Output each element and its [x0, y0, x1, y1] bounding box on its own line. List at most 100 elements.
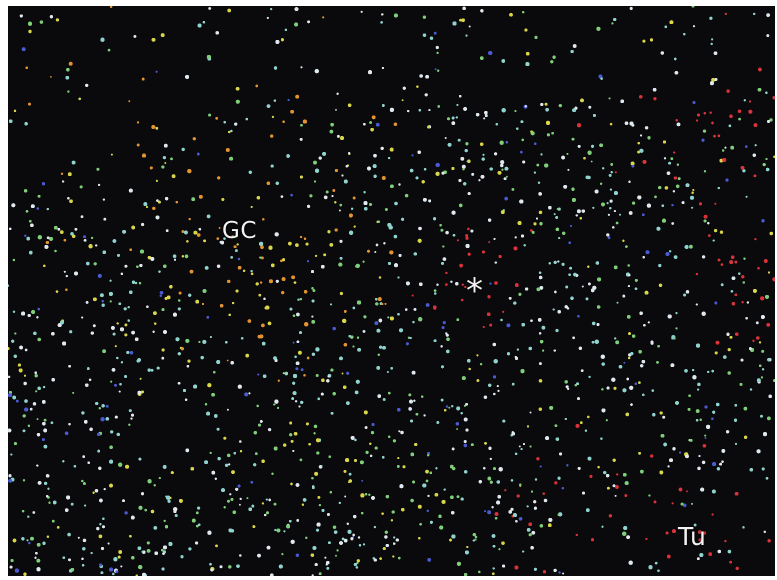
cell-dot: [227, 8, 232, 13]
cell-dot: [671, 222, 675, 225]
cell-dot: [479, 362, 483, 366]
cell-dot: [675, 184, 680, 189]
cell-dot: [702, 531, 707, 535]
cell-dot: [623, 361, 626, 364]
cell-dot: [339, 291, 343, 296]
cell-dot: [538, 407, 542, 411]
cell-dot: [341, 174, 344, 177]
cell-dot: [332, 525, 337, 530]
cell-dot: [297, 350, 302, 355]
cell-dot: [171, 174, 176, 179]
cell-dot: [392, 555, 395, 558]
cell-dot: [297, 298, 300, 301]
cell-dot: [209, 562, 212, 566]
cell-dot: [615, 221, 619, 225]
cell-dot: [536, 163, 540, 167]
cell-dot: [282, 372, 285, 375]
cell-dot: [381, 176, 386, 180]
cell-dot: [311, 574, 314, 576]
cell-dot: [576, 209, 581, 214]
cell-dot: [313, 424, 318, 429]
cell-dot: [69, 330, 73, 334]
cell-dot: [299, 297, 303, 301]
cell-dot: [500, 210, 505, 215]
cell-dot: [629, 6, 633, 11]
cell-dot: [362, 543, 366, 546]
cell-dot: [581, 285, 584, 288]
cell-dot: [590, 160, 593, 163]
cell-dot: [378, 276, 382, 279]
cell-dot: [691, 502, 693, 505]
cell-dot: [67, 90, 70, 93]
cell-dot: [711, 38, 714, 41]
cell-dot: [660, 51, 665, 55]
cell-dot: [564, 380, 568, 384]
cell-dot: [658, 263, 662, 268]
cell-dot: [444, 136, 447, 140]
cell-dot: [56, 526, 60, 529]
cell-dot: [374, 321, 379, 326]
cell-dot: [442, 257, 447, 261]
cell-dot: [644, 126, 649, 130]
cell-dot: [36, 418, 39, 421]
cell-dot: [163, 519, 166, 523]
cell-dot: [246, 497, 249, 500]
cell-dot: [753, 123, 758, 128]
cell-dot: [208, 6, 212, 10]
cell-dot: [709, 16, 713, 20]
cell-dot: [557, 207, 561, 211]
cell-dot: [102, 349, 107, 354]
cell-dot: [300, 66, 303, 69]
cell-dot: [470, 229, 474, 233]
cell-dot: [294, 355, 297, 359]
cell-dot: [702, 443, 707, 448]
cell-dot: [313, 160, 317, 165]
cell-dot: [606, 202, 609, 205]
cell-dot: [487, 510, 492, 515]
cell-dot: [482, 153, 485, 156]
cell-dot: [695, 272, 699, 276]
cell-dot: [650, 454, 654, 458]
cell-dot: [398, 430, 401, 433]
cell-dot: [187, 359, 191, 363]
cell-dot: [511, 187, 515, 191]
cell-dot: [612, 484, 616, 488]
cell-dot: [760, 414, 763, 418]
cell-dot: [505, 175, 508, 178]
cell-dot: [218, 227, 221, 229]
cell-dot: [711, 489, 716, 494]
cell-dot: [181, 147, 185, 152]
cell-dot: [483, 117, 486, 120]
cell-dot: [324, 556, 327, 559]
cell-dot: [773, 155, 775, 159]
microscopy-image: GC * Tu: [8, 6, 775, 576]
cell-dot: [702, 129, 707, 133]
cell-dot: [529, 411, 532, 414]
cell-dot: [720, 263, 724, 266]
cell-dot: [98, 406, 102, 410]
cell-dot: [742, 169, 746, 173]
cell-dot: [609, 122, 613, 126]
cell-dot: [686, 490, 688, 493]
cell-dot: [528, 533, 532, 537]
cell-dot: [254, 452, 258, 456]
cell-dot: [516, 494, 520, 498]
cell-dot: [239, 440, 242, 443]
cell-dot: [769, 118, 773, 122]
cell-dot: [510, 507, 514, 511]
cell-dot: [50, 421, 54, 425]
cell-dot: [240, 336, 244, 340]
cell-dot: [295, 367, 299, 371]
cell-dot: [543, 498, 548, 503]
cell-dot: [234, 249, 238, 253]
cell-dot: [580, 369, 584, 373]
cell-dot: [357, 536, 361, 539]
cell-dot: [662, 415, 666, 419]
cell-dot: [478, 570, 481, 574]
cell-dot: [553, 213, 556, 216]
cell-dot: [537, 181, 541, 185]
cell-dot: [763, 530, 767, 534]
cell-dot: [234, 122, 238, 126]
cell-dot: [296, 312, 300, 317]
cell-dot: [720, 283, 724, 287]
